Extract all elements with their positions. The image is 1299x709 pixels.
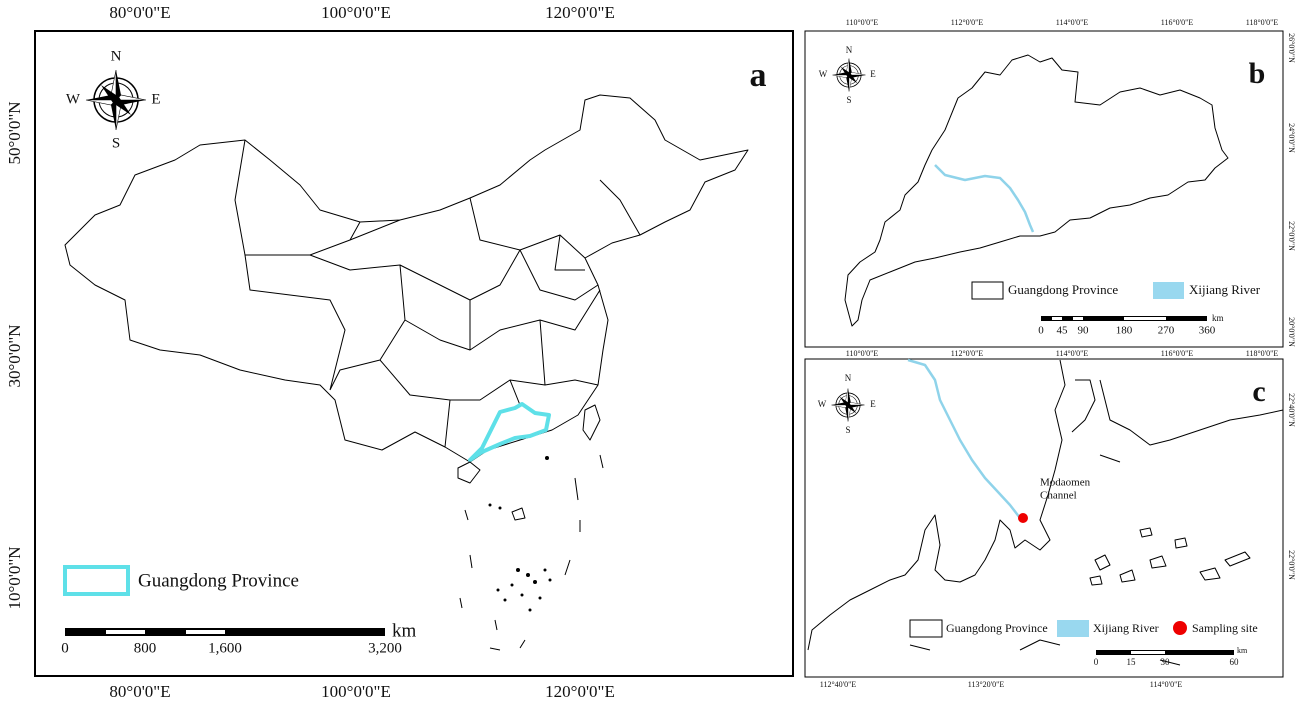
panel-letter: c: [1252, 375, 1265, 408]
compass-label: S: [112, 135, 120, 151]
province-outline: [844, 54, 1229, 327]
country-outline: [64, 94, 749, 463]
latitude-label: 24°0'0"N: [1287, 123, 1296, 153]
scale-label: 0: [1038, 325, 1044, 337]
scale-label: 270: [1158, 325, 1175, 337]
panel-letter: b: [1249, 57, 1266, 90]
legend-swatch: [1173, 621, 1187, 635]
legend-swatch: [63, 565, 130, 596]
compass-label: N: [111, 48, 122, 64]
compass-label: W: [818, 399, 827, 409]
scale-label: 3,200: [368, 640, 402, 656]
map-frame: [804, 30, 1284, 348]
longitude-label: 120°0'0"E: [545, 3, 615, 22]
legend-label: Xijiang River: [1189, 282, 1261, 297]
latitude-label: 22°0'0"N: [1287, 221, 1296, 251]
scale-label: 45: [1057, 325, 1069, 337]
longitude-label: 110°0'0"E: [846, 18, 879, 27]
guangdong-highlight: [468, 402, 551, 462]
compass-label: S: [845, 425, 850, 435]
compass-label: E: [870, 399, 876, 409]
scale-label: 360: [1199, 325, 1216, 337]
longitude-label: 110°0'0"E: [846, 349, 879, 358]
compass-label: E: [151, 91, 160, 107]
scale-label: 60: [1230, 657, 1240, 667]
compass-label: S: [846, 95, 851, 105]
scale-label: 30: [1161, 657, 1171, 667]
longitude-label: 113°20'0"E: [968, 680, 1005, 689]
longitude-label: 112°40'0"E: [820, 680, 857, 689]
legend-label: Xijiang River: [1093, 621, 1159, 635]
annotation: Channel: [1040, 490, 1077, 502]
compass-label: N: [846, 45, 853, 55]
island-outlines: [457, 404, 604, 651]
legend-swatch: [971, 281, 1004, 300]
longitude-label: 100°0'0"E: [321, 682, 391, 701]
scale-unit: km: [1237, 646, 1248, 655]
longitude-label: 116°0'0"E: [1161, 18, 1194, 27]
legend-swatch: [1153, 282, 1184, 299]
scale-label: 180: [1116, 325, 1133, 337]
compass-label: E: [870, 69, 876, 79]
legend-label: Sampling site: [1192, 621, 1258, 635]
compass-label: W: [66, 91, 81, 107]
longitude-label: 118°0'0"E: [1246, 349, 1279, 358]
map-frame: [34, 30, 794, 677]
scale-label: 1,600: [208, 640, 242, 656]
longitude-label: 120°0'0"E: [545, 682, 615, 701]
compass-label: W: [819, 69, 828, 79]
coastline: [807, 359, 1284, 666]
longitude-label: 114°0'0"E: [1150, 680, 1183, 689]
latitude-label: 50°0'0"N: [5, 101, 24, 164]
longitude-label: 112°0'0"E: [951, 349, 984, 358]
panel-c: 112°40'0"E 113°20'0"E 114°0'0"E 22°40'0"…: [804, 358, 1296, 689]
longitude-label: 114°0'0"E: [1056, 18, 1089, 27]
longitude-label: 100°0'0"E: [321, 3, 391, 22]
legend-label: Guangdong Province: [1008, 282, 1118, 297]
latitude-label: 10°0'0"N: [5, 546, 24, 609]
xijiang-river: [934, 164, 1035, 233]
latitude-label: 22°0'0"N: [1287, 550, 1296, 580]
scale-label: 15: [1127, 657, 1137, 667]
scale-unit: km: [1212, 313, 1224, 323]
longitude-label: 112°0'0"E: [951, 18, 984, 27]
annotation: Modaomen: [1040, 477, 1091, 489]
scale-label: 90: [1078, 325, 1090, 337]
scale-bar: [65, 628, 385, 636]
scale-label: 0: [61, 640, 69, 656]
latitude-label: 20°0'0"N: [1287, 317, 1296, 347]
legend-label: Guangdong Province: [138, 570, 299, 591]
latitude-label: 30°0'0"N: [5, 324, 24, 387]
longitude-label: 80°0'0"E: [109, 682, 170, 701]
island-dots: [488, 456, 552, 612]
legend-label: Guangdong Province: [946, 621, 1048, 635]
longitude-label: 118°0'0"E: [1246, 18, 1279, 27]
latitude-label: 22°40'0"N: [1287, 393, 1296, 427]
panel-b: 110°0'0"E 112°0'0"E 114°0'0"E 116°0'0"E …: [804, 18, 1296, 358]
compass-label: N: [845, 373, 852, 383]
panel-letter: a: [750, 57, 767, 94]
scale-label: 0: [1094, 657, 1099, 667]
latitude-label: 26°0'0"N: [1287, 33, 1296, 63]
scale-label: 800: [134, 640, 157, 656]
province-borders: [234, 139, 641, 448]
scale-unit: km: [392, 620, 417, 641]
scale-bar: [1041, 316, 1207, 321]
scale-bar: [1096, 650, 1234, 655]
longitude-label: 114°0'0"E: [1056, 349, 1089, 358]
legend-swatch: [1057, 620, 1089, 637]
panel-a: 80°0'0"E 100°0'0"E 120°0'0"E 80°0'0"E 10…: [5, 3, 794, 701]
longitude-label: 116°0'0"E: [1161, 349, 1194, 358]
island-outlines: [1089, 527, 1251, 586]
xijiang-river: [907, 358, 1021, 519]
longitude-label: 80°0'0"E: [109, 3, 170, 22]
legend-swatch: [909, 619, 943, 638]
sampling-site: [1018, 513, 1028, 523]
map-frame: [804, 358, 1284, 678]
